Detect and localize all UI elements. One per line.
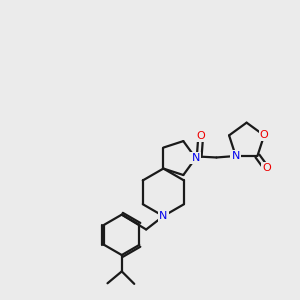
Text: O: O <box>260 130 268 140</box>
Text: N: N <box>191 153 200 163</box>
Text: O: O <box>262 164 271 173</box>
Text: N: N <box>159 211 168 221</box>
Text: O: O <box>196 131 205 141</box>
Text: N: N <box>232 151 240 161</box>
